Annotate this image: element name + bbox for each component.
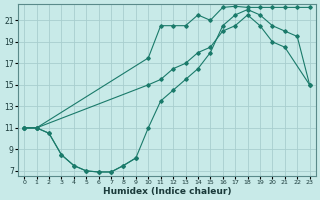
X-axis label: Humidex (Indice chaleur): Humidex (Indice chaleur) — [103, 187, 231, 196]
